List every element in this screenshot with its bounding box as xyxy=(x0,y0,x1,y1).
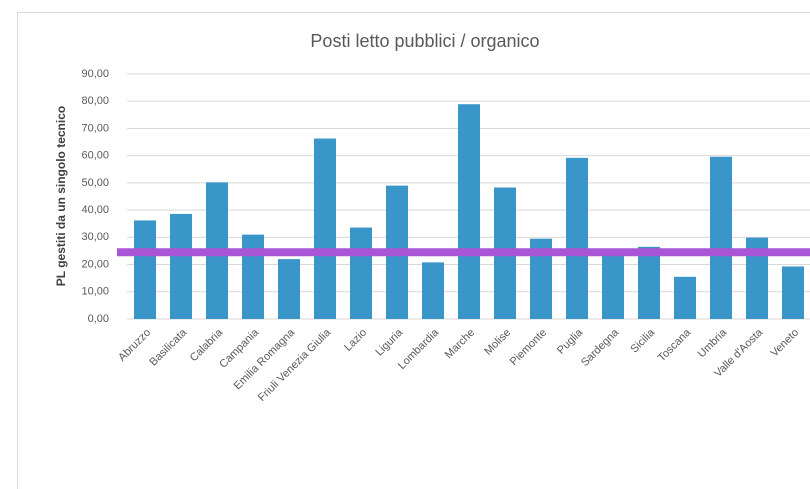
bar xyxy=(422,262,444,319)
bar xyxy=(530,238,552,319)
y-tick-label: 80,00 xyxy=(81,95,109,107)
bar xyxy=(134,220,156,319)
bar xyxy=(566,157,588,319)
y-tick-label: 90,00 xyxy=(81,68,109,80)
bar xyxy=(782,266,804,319)
bar xyxy=(170,213,192,319)
chart-title: Posti letto pubblici / organico xyxy=(310,31,539,51)
bar xyxy=(278,259,300,319)
y-tick-label: 10,00 xyxy=(81,286,109,298)
bar xyxy=(674,276,696,319)
bar xyxy=(638,246,660,319)
bar xyxy=(242,234,264,319)
bar xyxy=(458,104,480,319)
bar xyxy=(710,156,732,319)
bar xyxy=(602,253,624,319)
y-tick-label: 30,00 xyxy=(81,231,109,243)
bar xyxy=(350,227,372,319)
y-tick-label: 60,00 xyxy=(81,150,109,162)
y-tick-label: 0,00 xyxy=(88,313,109,325)
bar xyxy=(746,237,768,319)
y-tick-label: 40,00 xyxy=(81,204,109,216)
y-axis-label: PL gestiti da un singolo tecnico xyxy=(54,106,68,286)
bar xyxy=(314,138,336,319)
y-tick-label: 50,00 xyxy=(81,177,109,189)
y-tick-label: 70,00 xyxy=(81,122,109,134)
y-tick-label: 20,00 xyxy=(81,258,109,270)
